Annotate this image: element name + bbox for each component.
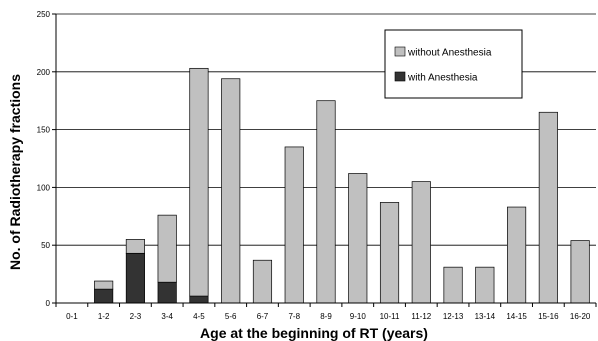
y-tick-label: 200: [37, 68, 51, 77]
x-tick-label: 13-14: [475, 312, 496, 321]
y-tick-label: 50: [41, 241, 50, 250]
bar-with-anesthesia-4-5: [189, 295, 209, 304]
x-tick-label: 12-13: [443, 312, 464, 321]
x-tick-label: 1-2: [98, 312, 110, 321]
bar-with-anesthesia-3-4: [157, 281, 177, 304]
bar-with-anesthesia-1-2: [94, 288, 114, 304]
bar-without-anesthesia-6-7: [252, 259, 273, 304]
bar-without-anesthesia-14-15: [507, 206, 527, 304]
axes: [52, 13, 597, 307]
x-tick-label: 6-7: [257, 312, 269, 321]
legend: without Anesthesia with Anesthesia: [384, 29, 523, 99]
x-tick-label: 9-10: [350, 312, 367, 321]
bar-without-anesthesia-16-20: [570, 240, 590, 304]
y-tick-label: 100: [37, 183, 51, 192]
x-tick-label: 4-5: [193, 312, 205, 321]
legend-box: [384, 29, 523, 99]
x-tick-labels: 0-1 1-2 2-3 3-4 4-5 5-6 6-7 7-8 8-9 9-10 10-11 11-1…: [66, 312, 591, 321]
bar-without-anesthesia-10-11: [379, 202, 400, 304]
bar-without-anesthesia-5-6: [221, 78, 241, 304]
bar-without-anesthesia-2-3: [125, 239, 145, 254]
x-tick-label: 3-4: [161, 312, 173, 321]
bar-without-anesthesia-4-5: [189, 67, 209, 297]
bar-without-anesthesia-12-13: [443, 266, 463, 304]
y-axis-title: No. of Radiotherapy fractions: [7, 74, 23, 270]
legend-swatch-with-anesthesia: [394, 71, 406, 82]
x-tick-label: 2-3: [130, 312, 142, 321]
bars: [94, 67, 590, 304]
bar-without-anesthesia-11-12: [411, 181, 431, 304]
x-tick-label: 10-11: [380, 312, 400, 321]
bar-without-anesthesia-7-8: [284, 146, 304, 304]
bar-without-anesthesia-3-4: [157, 214, 177, 283]
x-tick-label: 8-9: [320, 312, 332, 321]
x-tick-label: 11-12: [411, 312, 431, 321]
x-tick-label: 7-8: [288, 312, 300, 321]
bar-without-anesthesia-1-2: [94, 280, 114, 290]
bar-without-anesthesia-15-16: [538, 111, 558, 304]
bar-without-anesthesia-13-14: [475, 266, 495, 304]
y-tick-label: 250: [37, 10, 51, 19]
y-tick-label: 150: [37, 126, 51, 135]
legend-label-without-anesthesia: without Anesthesia: [407, 48, 492, 59]
bar-without-anesthesia-8-9: [316, 100, 336, 304]
legend-swatch-without-anesthesia: [394, 46, 406, 57]
legend-label-with-anesthesia: with Anesthesia: [407, 73, 478, 84]
x-tick-label: 15-16: [538, 312, 559, 321]
x-axis-title: Age at the beginning of RT (years): [200, 325, 428, 341]
bar-with-anesthesia-2-3: [125, 252, 145, 304]
bar-without-anesthesia-9-10: [348, 173, 368, 304]
x-tick-label: 14-15: [506, 312, 527, 321]
y-tick-labels: 0 50 100 150 200 250: [37, 10, 51, 308]
x-tick-label: 0-1: [66, 312, 78, 321]
x-tick-label: 5-6: [225, 312, 237, 321]
x-tick-label: 16-20: [570, 312, 591, 321]
y-tick-label: 0: [46, 299, 51, 308]
